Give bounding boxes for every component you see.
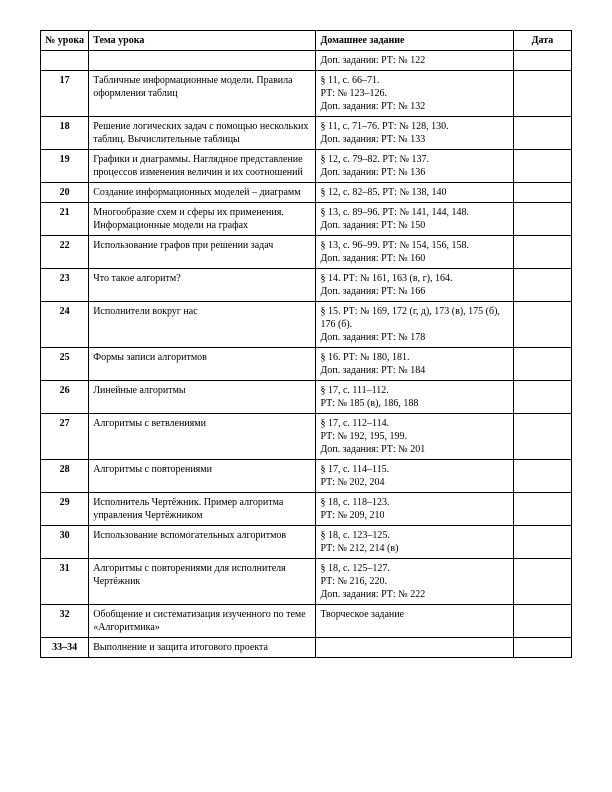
cell-hw: § 17, с. 112–114.РТ: № 192, 195, 199.Доп… [316, 414, 513, 460]
cell-topic [89, 51, 316, 71]
cell-topic: Формы записи алгоритмов [89, 348, 316, 381]
header-num: № урока [41, 31, 89, 51]
cell-num: 17 [41, 71, 89, 117]
table-row: 20Создание информационных моделей – диаг… [41, 183, 572, 203]
cell-hw: § 14. РТ: № 161, 163 (в, г), 164.Доп. за… [316, 269, 513, 302]
cell-num: 32 [41, 605, 89, 638]
page: № урока Тема урока Домашнее задание Дата… [0, 0, 612, 688]
cell-hw: § 18, с. 125–127.РТ: № 216, 220.Доп. зад… [316, 559, 513, 605]
table-row: 33–34Выполнение и защита итогового проек… [41, 638, 572, 658]
cell-hw: Доп. задания: РТ: № 122 [316, 51, 513, 71]
cell-topic: Многообразие схем и сферы их применения.… [89, 203, 316, 236]
table-row: 23Что такое алгоритм?§ 14. РТ: № 161, 16… [41, 269, 572, 302]
cell-topic: Линейные алгоритмы [89, 381, 316, 414]
cell-topic: Использование графов при решении задач [89, 236, 316, 269]
header-topic: Тема урока [89, 31, 316, 51]
table-row: 19Графики и диаграммы. Наглядное предста… [41, 150, 572, 183]
cell-date [513, 117, 571, 150]
table-row: 17Табличные информационные модели. Прави… [41, 71, 572, 117]
cell-num: 27 [41, 414, 89, 460]
cell-date [513, 559, 571, 605]
cell-topic: Алгоритмы с ветвлениями [89, 414, 316, 460]
cell-topic: Табличные информационные модели. Правила… [89, 71, 316, 117]
cell-hw [316, 638, 513, 658]
cell-date [513, 302, 571, 348]
cell-date [513, 348, 571, 381]
cell-hw: § 17, с. 114–115.РТ: № 202, 204 [316, 460, 513, 493]
cell-hw: § 15. РТ: № 169, 172 (г, д), 173 (в), 17… [316, 302, 513, 348]
cell-num [41, 51, 89, 71]
cell-hw: § 13, с. 96–99. РТ: № 154, 156, 158.Доп.… [316, 236, 513, 269]
table-row: 28Алгоритмы с повторениями§ 17, с. 114–1… [41, 460, 572, 493]
table-row: 18Решение логических задач с помощью нес… [41, 117, 572, 150]
cell-topic: Обобщение и систематизация изученного по… [89, 605, 316, 638]
table-row: 27Алгоритмы с ветвлениями§ 17, с. 112–11… [41, 414, 572, 460]
table-body: Доп. задания: РТ: № 12217Табличные инфор… [41, 51, 572, 658]
table-row: 30Использование вспомогательных алгоритм… [41, 526, 572, 559]
cell-num: 33–34 [41, 638, 89, 658]
cell-hw: § 18, с. 118–123.РТ: № 209, 210 [316, 493, 513, 526]
header-row: № урока Тема урока Домашнее задание Дата [41, 31, 572, 51]
cell-topic: Исполнители вокруг нас [89, 302, 316, 348]
cell-date [513, 51, 571, 71]
cell-date [513, 493, 571, 526]
cell-hw: § 12, с. 82–85. РТ: № 138, 140 [316, 183, 513, 203]
table-row: 22Использование графов при решении задач… [41, 236, 572, 269]
table-row: 24Исполнители вокруг нас§ 15. РТ: № 169,… [41, 302, 572, 348]
cell-num: 23 [41, 269, 89, 302]
cell-hw: § 12, с. 79–82. РТ: № 137.Доп. задания: … [316, 150, 513, 183]
cell-topic: Что такое алгоритм? [89, 269, 316, 302]
cell-date [513, 183, 571, 203]
cell-num: 20 [41, 183, 89, 203]
cell-topic: Выполнение и защита итогового проекта [89, 638, 316, 658]
cell-topic: Алгоритмы с повторениями для исполнителя… [89, 559, 316, 605]
cell-num: 30 [41, 526, 89, 559]
cell-num: 26 [41, 381, 89, 414]
cell-date [513, 236, 571, 269]
cell-hw: § 13, с. 89–96. РТ: № 141, 144, 148.Доп.… [316, 203, 513, 236]
cell-topic: Использование вспомогательных алгоритмов [89, 526, 316, 559]
cell-date [513, 526, 571, 559]
cell-num: 22 [41, 236, 89, 269]
cell-date [513, 460, 571, 493]
cell-date [513, 414, 571, 460]
cell-date [513, 381, 571, 414]
cell-topic: Исполнитель Чертёжник. Пример алгоритма … [89, 493, 316, 526]
cell-num: 28 [41, 460, 89, 493]
cell-hw: § 16. РТ: № 180, 181.Доп. задания: РТ: №… [316, 348, 513, 381]
cell-num: 21 [41, 203, 89, 236]
cell-hw: § 11, с. 66–71.РТ: № 123–126.Доп. задани… [316, 71, 513, 117]
header-hw: Домашнее задание [316, 31, 513, 51]
cell-topic: Решение логических задач с помощью неско… [89, 117, 316, 150]
cell-hw: § 11, с. 71–76. РТ: № 128, 130.Доп. зада… [316, 117, 513, 150]
table-row: 26Линейные алгоритмы§ 17, с. 111–112.РТ:… [41, 381, 572, 414]
cell-date [513, 71, 571, 117]
cell-num: 24 [41, 302, 89, 348]
table-row: 21Многообразие схем и сферы их применени… [41, 203, 572, 236]
cell-topic: Графики и диаграммы. Наглядное представл… [89, 150, 316, 183]
cell-hw: § 18, с. 123–125.РТ: № 212, 214 (в) [316, 526, 513, 559]
cell-date [513, 150, 571, 183]
cell-num: 18 [41, 117, 89, 150]
cell-date [513, 605, 571, 638]
table-row: 25Формы записи алгоритмов§ 16. РТ: № 180… [41, 348, 572, 381]
cell-num: 19 [41, 150, 89, 183]
cell-topic: Создание информационных моделей – диагра… [89, 183, 316, 203]
cell-hw: § 17, с. 111–112.РТ: № 185 (в), 186, 188 [316, 381, 513, 414]
lesson-table: № урока Тема урока Домашнее задание Дата… [40, 30, 572, 658]
table-row: 31Алгоритмы с повторениями для исполните… [41, 559, 572, 605]
cell-num: 31 [41, 559, 89, 605]
header-date: Дата [513, 31, 571, 51]
cell-topic: Алгоритмы с повторениями [89, 460, 316, 493]
cell-num: 29 [41, 493, 89, 526]
table-row: 32Обобщение и систематизация изученного … [41, 605, 572, 638]
table-row: 29Исполнитель Чертёжник. Пример алгоритм… [41, 493, 572, 526]
table-row: Доп. задания: РТ: № 122 [41, 51, 572, 71]
cell-date [513, 269, 571, 302]
cell-date [513, 203, 571, 236]
cell-num: 25 [41, 348, 89, 381]
cell-date [513, 638, 571, 658]
cell-hw: Творческое задание [316, 605, 513, 638]
